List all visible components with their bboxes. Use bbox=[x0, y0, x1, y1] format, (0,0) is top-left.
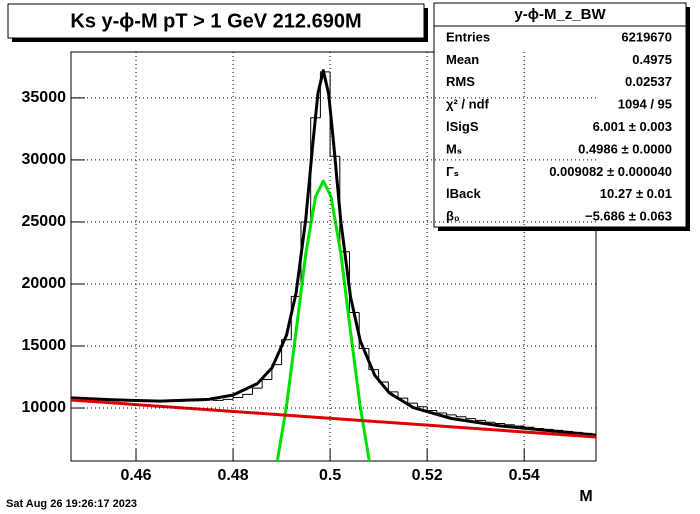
y-tick-label: 25000 bbox=[22, 213, 67, 230]
y-tick-label: 10000 bbox=[22, 399, 67, 416]
histogram-bin bbox=[465, 416, 476, 420]
y-tick-label: 20000 bbox=[22, 275, 67, 292]
stats-value: 10.27 ± 0.01 bbox=[600, 186, 672, 201]
stats-label: χ² / ndf bbox=[446, 97, 490, 112]
histogram-bin bbox=[494, 422, 505, 425]
stats-label: Γₛ bbox=[446, 164, 459, 179]
x-tick-label: 0.48 bbox=[217, 467, 248, 484]
histogram-bin bbox=[455, 414, 466, 418]
histogram-bin bbox=[368, 348, 379, 371]
histogram-bin bbox=[319, 71, 331, 118]
timestamp: Sat Aug 26 19:26:17 2023 bbox=[6, 498, 137, 510]
stats-value: 0.02537 bbox=[625, 74, 672, 89]
histogram-bin bbox=[446, 412, 457, 416]
histogram-bin bbox=[358, 312, 369, 349]
stats-value: −5.686 ± 0.063 bbox=[585, 209, 672, 224]
stats-label: RMS bbox=[446, 74, 475, 89]
stats-box bbox=[433, 2, 687, 228]
stats-value: 0.4986 ± 0.0000 bbox=[578, 141, 672, 156]
stats-value: 0.009082 ± 0.000040 bbox=[549, 164, 672, 179]
stats-label: lBack bbox=[446, 186, 481, 201]
stats-value: 6.001 ± 0.003 bbox=[593, 119, 672, 134]
x-tick-label: 0.5 bbox=[319, 467, 341, 484]
chart-title: Ks y-ϕ-M pT > 1 GeV 212.690M bbox=[70, 10, 361, 32]
stats-label: Mean bbox=[446, 52, 479, 67]
x-tick-label: 0.54 bbox=[509, 467, 540, 484]
histogram-bin bbox=[251, 387, 263, 395]
histogram-bin bbox=[310, 117, 321, 222]
plot-frame bbox=[70, 51, 597, 462]
y-tick-label: 30000 bbox=[22, 151, 67, 168]
y-tick-label: 35000 bbox=[22, 89, 67, 106]
stats-value: 6219670 bbox=[621, 29, 672, 44]
histogram-bin bbox=[416, 403, 428, 408]
stats-label: Entries bbox=[446, 29, 490, 44]
plot-area bbox=[71, 69, 596, 461]
histogram-bin bbox=[222, 398, 234, 401]
stats-title: y-ϕ-M_z_BW bbox=[514, 6, 606, 23]
stats-label: Mₛ bbox=[446, 141, 462, 156]
histogram-bin bbox=[290, 295, 301, 340]
stats-label: β₀ bbox=[446, 209, 460, 224]
fit-curve bbox=[71, 69, 596, 437]
fit-curve bbox=[275, 179, 371, 461]
x-axis-label: M bbox=[579, 488, 592, 505]
stats-value: 1094 / 95 bbox=[618, 97, 672, 112]
histogram-bin bbox=[242, 393, 253, 398]
fit-curve bbox=[71, 398, 596, 439]
histogram-bin bbox=[232, 396, 243, 400]
histogram-bin bbox=[504, 423, 515, 426]
histogram-bin bbox=[475, 418, 486, 421]
x-tick-label: 0.52 bbox=[412, 467, 443, 484]
stats-label: lSigS bbox=[446, 119, 479, 134]
x-tick-label: 0.46 bbox=[120, 467, 151, 484]
histogram-bin bbox=[281, 339, 292, 365]
y-tick-label: 15000 bbox=[22, 337, 67, 354]
stats-value: 0.4975 bbox=[632, 52, 672, 67]
title-box bbox=[7, 3, 425, 39]
